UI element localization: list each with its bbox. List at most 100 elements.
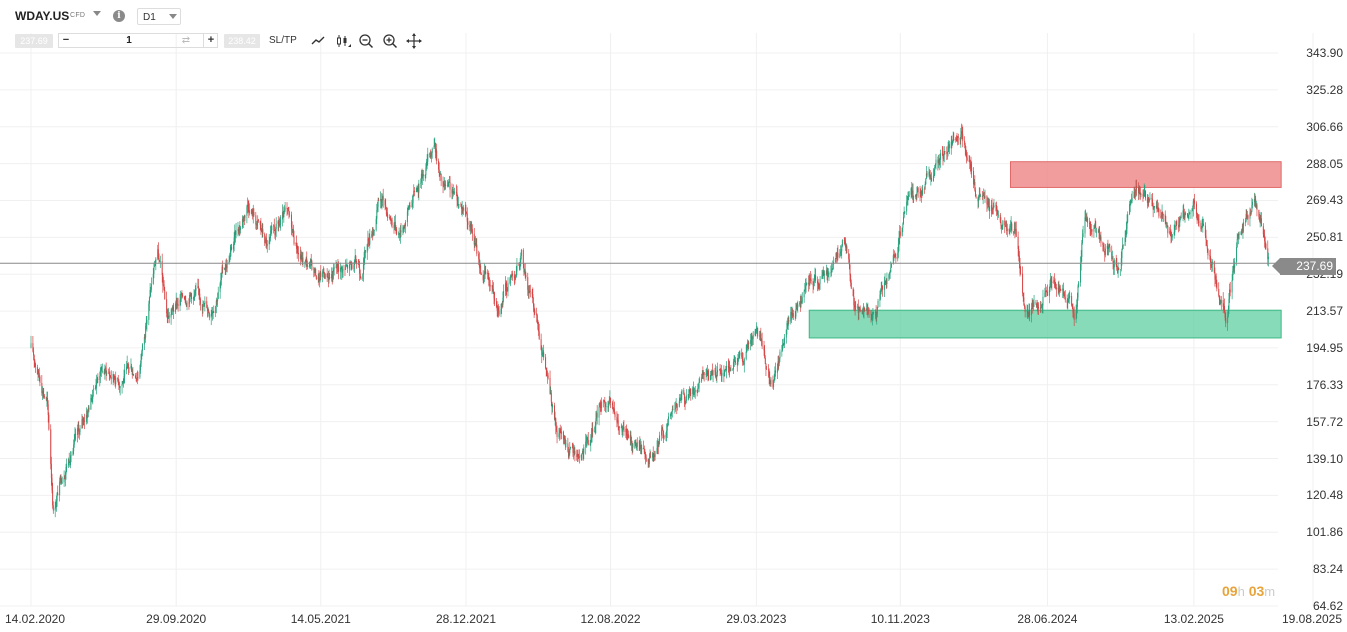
candle <box>471 224 473 241</box>
candle <box>776 363 778 380</box>
candle <box>534 308 536 316</box>
candle <box>422 169 424 185</box>
info-icon[interactable]: i <box>113 10 125 22</box>
candle <box>109 371 111 380</box>
candle <box>605 402 607 413</box>
candle <box>382 188 384 208</box>
candle <box>126 360 128 375</box>
candlestick-icon[interactable] <box>335 33 351 49</box>
candle <box>514 274 516 284</box>
line-chart-icon[interactable] <box>310 33 326 49</box>
candle <box>1085 213 1087 222</box>
candle <box>698 378 700 393</box>
buy-price-box[interactable]: 238.42 <box>224 34 260 48</box>
candle <box>1258 209 1260 220</box>
candle <box>306 260 308 270</box>
sltp-button[interactable]: SL/TP <box>269 35 297 46</box>
candle <box>1183 208 1185 221</box>
candle <box>483 274 485 285</box>
candle <box>697 383 699 394</box>
candle <box>757 327 759 339</box>
candle <box>1251 197 1253 213</box>
zoom-in-icon[interactable] <box>382 33 398 49</box>
candle <box>995 202 997 212</box>
candle <box>1022 266 1024 297</box>
increase-quantity-button[interactable]: + <box>203 34 218 47</box>
candle <box>507 277 509 297</box>
candle <box>338 261 340 280</box>
candle <box>1191 207 1193 219</box>
candle <box>1130 199 1132 206</box>
candle <box>130 358 132 370</box>
candle <box>293 230 295 246</box>
candle <box>935 153 937 170</box>
candle <box>676 402 678 415</box>
candle <box>871 311 873 326</box>
candle <box>64 475 66 480</box>
price-tick-label: 250.81 <box>1306 230 1343 245</box>
candle <box>750 332 752 347</box>
candle <box>1090 223 1092 235</box>
quantity-value[interactable]: 1 <box>126 35 132 46</box>
candle <box>229 253 231 263</box>
crosshair-move-icon[interactable] <box>406 33 422 49</box>
candle <box>1078 280 1080 288</box>
candle <box>902 211 904 225</box>
candle <box>452 184 454 197</box>
candle <box>1084 210 1086 238</box>
candle <box>639 436 641 451</box>
symbol-dropdown-icon[interactable] <box>93 11 101 16</box>
candle <box>462 205 464 215</box>
time-tick-label: 14.05.2021 <box>290 612 351 626</box>
candle <box>528 285 530 299</box>
candle <box>357 259 359 265</box>
candle <box>650 451 652 458</box>
candle <box>57 485 59 496</box>
candle <box>41 375 43 396</box>
candle <box>427 147 429 166</box>
candle <box>622 421 624 430</box>
candle <box>489 277 491 292</box>
candle <box>611 401 613 410</box>
candle <box>347 264 349 273</box>
candle <box>292 228 294 233</box>
candle <box>1170 229 1172 244</box>
candle <box>182 293 184 299</box>
candle <box>1237 234 1239 240</box>
candle <box>806 282 808 286</box>
candle <box>1143 183 1145 197</box>
zoom-out-icon[interactable] <box>358 33 374 49</box>
candle <box>888 273 890 282</box>
swap-icon[interactable]: ⇄ <box>181 35 191 46</box>
candle <box>853 298 855 312</box>
candle <box>208 308 210 314</box>
timeframe-select[interactable]: D1 <box>137 8 181 25</box>
candle <box>1044 287 1046 298</box>
candle <box>1001 224 1003 231</box>
candle <box>1028 303 1030 320</box>
symbol-name[interactable]: WDAY.US <box>15 9 70 23</box>
candle <box>727 358 729 373</box>
candle <box>1066 294 1068 309</box>
candle <box>336 263 338 275</box>
candle <box>1166 222 1168 229</box>
candle <box>801 295 803 304</box>
candle <box>1165 215 1167 228</box>
candle <box>1102 241 1104 252</box>
candle <box>978 194 980 208</box>
quantity-stepper[interactable]: − 1 ⇄ + <box>58 33 218 48</box>
candle <box>140 353 142 367</box>
candle <box>447 179 449 188</box>
sell-price-box[interactable]: 237.69 <box>15 34 53 48</box>
candle <box>1122 244 1124 249</box>
candle <box>983 191 985 199</box>
candle <box>422 169 424 181</box>
candle <box>724 369 726 377</box>
candle <box>192 296 194 305</box>
decrease-quantity-button[interactable]: − <box>62 34 70 46</box>
candle <box>471 221 473 233</box>
timer-minutes-unit: m <box>1264 584 1276 599</box>
candle <box>643 440 645 450</box>
candle <box>250 208 252 215</box>
